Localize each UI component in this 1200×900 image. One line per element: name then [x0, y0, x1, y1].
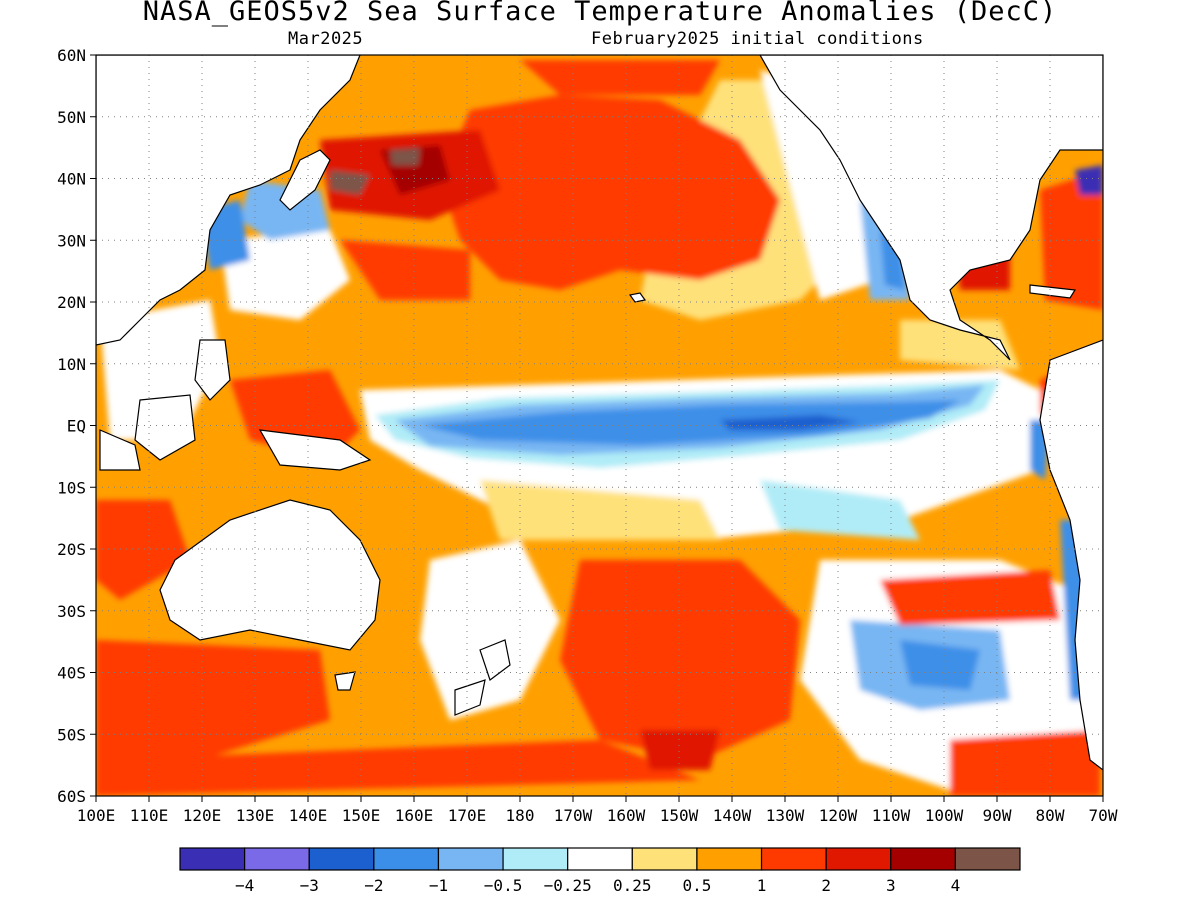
colorbar-swatch [437, 847, 504, 871]
lat-label: 40S [57, 664, 86, 683]
lon-label: 110W [872, 806, 911, 825]
colorbar-tick-label: 2 [821, 876, 831, 895]
lon-label: 90W [983, 806, 1012, 825]
lon-label: 150E [342, 806, 381, 825]
lat-label: 60S [57, 787, 86, 806]
init-conditions: February2025 initial conditions [591, 29, 924, 49]
lon-label: 80W [1036, 806, 1065, 825]
lat-label: 20N [57, 293, 86, 312]
colorbar-swatch [179, 847, 246, 871]
colorbar-tick-label: 1 [757, 876, 767, 895]
latitude-labels: 60N 50N 40N 30N 20N 10N EQ 10S 20S 30S 40S 50S 60S [57, 46, 96, 806]
lat-label: 30N [57, 231, 86, 250]
colorbar-swatch [760, 847, 827, 871]
lat-label: 10N [57, 355, 86, 374]
colorbar-tick-label: −0.25 [544, 876, 592, 895]
lon-label: 140W [713, 806, 752, 825]
lat-label: 60N [57, 46, 86, 65]
lon-label: 100W [925, 806, 964, 825]
colorbar-tick-label: −4 [235, 876, 254, 895]
colorbar-tick-label: 0.5 [682, 876, 711, 895]
lon-label: 150W [660, 806, 699, 825]
colorbar-swatch [502, 847, 569, 871]
lat-label: 20S [57, 540, 86, 559]
colorbar-swatch [954, 847, 1021, 871]
lon-label: 140E [289, 806, 328, 825]
colorbar-tick-label: 4 [951, 876, 961, 895]
lat-label: EQ [67, 417, 86, 436]
lat-label: 10S [57, 478, 86, 497]
lon-label: 170W [554, 806, 593, 825]
anomaly-field [96, 55, 1103, 796]
lat-label: 30S [57, 602, 86, 621]
colorbar-tick-label: −1 [429, 876, 448, 895]
lon-label: 180 [506, 806, 535, 825]
colorbar-tick-labels: −4 −3 −2 −1 −0.5 −0.25 0.25 0.5 1 2 3 4 [235, 876, 960, 895]
lon-label: 100E [77, 806, 116, 825]
lon-label: 160W [607, 806, 646, 825]
lon-label: 70W [1089, 806, 1118, 825]
colorbar-swatch [631, 847, 698, 871]
colorbar-swatch [825, 847, 892, 871]
colorbar-tick-label: −0.5 [484, 876, 523, 895]
colorbar [179, 847, 1021, 871]
colorbar-swatch [890, 847, 956, 871]
colorbar-swatch [567, 847, 633, 871]
lon-label: 130E [236, 806, 275, 825]
colorbar-swatch [308, 847, 375, 871]
colorbar-tick-label: −2 [364, 876, 383, 895]
land-masses [96, 55, 1103, 771]
colorbar-swatch [373, 847, 440, 871]
lat-label: 40N [57, 170, 86, 189]
lon-label: 120W [819, 806, 858, 825]
valid-month: Mar2025 [288, 29, 364, 49]
colorbar-tick-label: 0.25 [613, 876, 652, 895]
lon-label: 170E [448, 806, 487, 825]
lon-label: 130W [766, 806, 805, 825]
colorbar-swatch [244, 847, 310, 871]
map-title: NASA_GEOS5v2 Sea Surface Temperature Ano… [142, 0, 1058, 27]
colorbar-tick-label: 3 [886, 876, 896, 895]
longitude-labels: 100E 110E 120E 130E 140E 150E 160E 170E 180 170W 1… [77, 796, 1118, 825]
lon-label: 110E [130, 806, 169, 825]
colorbar-swatch [696, 847, 763, 871]
lon-label: 160E [395, 806, 434, 825]
colorbar-tick-label: −3 [300, 876, 319, 895]
lat-label: 50N [57, 108, 86, 127]
lon-label: 120E [183, 806, 222, 825]
lat-label: 50S [57, 725, 86, 744]
